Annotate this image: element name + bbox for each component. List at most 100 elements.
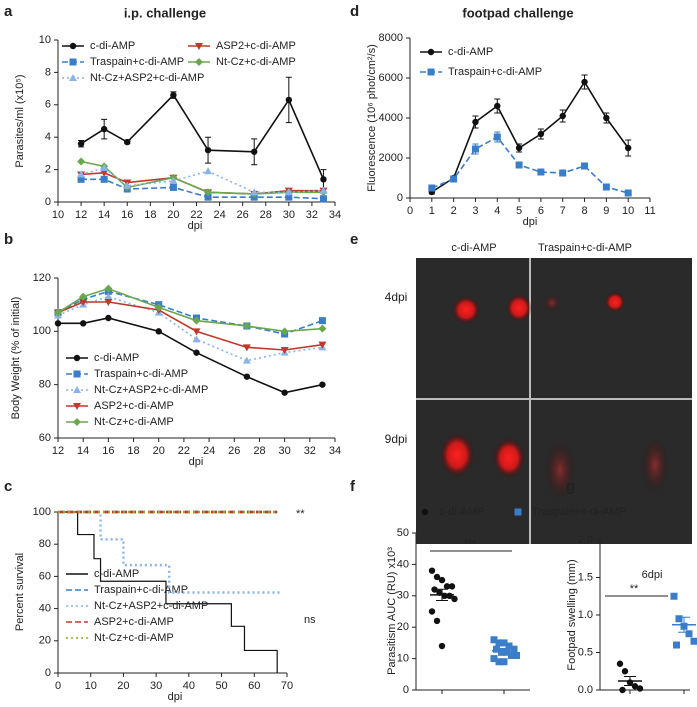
- marker: [495, 658, 503, 666]
- x-tick-label: 40: [183, 680, 195, 692]
- y-tick-label: 2.0: [578, 534, 593, 546]
- legend-marker: [195, 43, 203, 50]
- marker: [510, 645, 518, 653]
- marker: [318, 317, 326, 325]
- subtitle: 6dpi: [642, 569, 663, 581]
- x-tick-label: 30: [283, 209, 295, 221]
- y-tick-label: 4: [45, 131, 51, 143]
- marker: [603, 114, 610, 122]
- marker: [438, 576, 446, 584]
- marker: [204, 167, 213, 175]
- y-axis-label: Fluorescence (10⁶ phot/cm²/s): [366, 44, 378, 192]
- x-tick-label: 24: [203, 445, 215, 457]
- marker: [602, 183, 610, 191]
- sem-bar: [678, 616, 690, 633]
- marker: [243, 373, 251, 380]
- x-axis-label: dpi: [168, 691, 183, 703]
- x-tick-label: 10: [52, 209, 64, 221]
- x-tick-label: 0: [407, 205, 413, 217]
- panel-letter: d: [350, 3, 359, 20]
- marker: [616, 660, 624, 667]
- x-tick-label: 60: [248, 680, 260, 692]
- series-line: [57, 290, 323, 335]
- series-line: [58, 317, 323, 394]
- marker: [559, 112, 566, 120]
- marker: [495, 639, 503, 647]
- x-tick-label: 12: [75, 209, 87, 221]
- marker: [451, 595, 458, 603]
- marker: [675, 615, 683, 623]
- y-tick-label: 6: [45, 99, 51, 111]
- sem-bar: [498, 648, 510, 654]
- series: [77, 76, 327, 190]
- marker: [169, 183, 177, 191]
- marker: [284, 188, 293, 196]
- marker: [100, 169, 109, 177]
- panel-letter: e: [350, 231, 358, 248]
- legend-marker: [69, 74, 77, 81]
- y-tick-label: 120: [33, 272, 51, 284]
- marker: [104, 292, 113, 300]
- x-tick-label: 50: [215, 680, 227, 692]
- marker: [581, 162, 589, 170]
- marker: [204, 193, 212, 201]
- legend-marker: [73, 403, 81, 410]
- marker: [242, 322, 251, 330]
- x-tick-label: 20: [167, 209, 179, 221]
- annotation: ***: [464, 538, 478, 550]
- row-label: 4dpi: [385, 290, 408, 304]
- legend-marker: [73, 386, 81, 393]
- marker: [443, 583, 451, 590]
- legend-label: Nt-Cz+c-di-AMP: [216, 56, 296, 68]
- marker: [490, 636, 498, 644]
- x-tick-label: 28: [260, 209, 272, 221]
- marker: [251, 148, 258, 155]
- panel-letter: g: [566, 478, 575, 495]
- x-tick-label: 1: [429, 205, 435, 217]
- x-tick-label: 30: [279, 445, 291, 457]
- marker: [204, 188, 213, 197]
- x-axis-label: dpi: [189, 456, 204, 468]
- panel-letter: a: [4, 3, 13, 20]
- legend-marker: [69, 42, 77, 50]
- x-tick-label: 2: [451, 205, 457, 217]
- panel: e c-di-AMP Traspain+c-di-AMP 4dpi 9dpi: [350, 231, 632, 446]
- marker: [54, 320, 62, 327]
- marker: [515, 144, 523, 152]
- legend-label: c-di-AMP: [448, 46, 493, 58]
- panel-letter: b: [4, 231, 13, 248]
- y-tick-label: 0: [397, 192, 403, 204]
- marker: [54, 308, 62, 317]
- legend-marker: [427, 68, 435, 76]
- marker: [242, 344, 251, 352]
- legend-label: Nt-Cz+c-di-AMP: [94, 416, 174, 428]
- marker: [280, 327, 289, 336]
- marker: [690, 637, 697, 645]
- x-tick-label: 10: [85, 680, 97, 692]
- x-tick-label: 18: [144, 209, 156, 221]
- legend-marker: [514, 508, 522, 516]
- marker: [285, 96, 293, 104]
- panel-letter: c: [4, 478, 12, 495]
- y-tick-label: 6000: [379, 72, 403, 84]
- y-tick-label: 10: [39, 34, 51, 46]
- legend-marker: [421, 508, 429, 516]
- y-tick-label: 80: [39, 379, 51, 391]
- panel: g 0.0 0.5 1.0 1.5 2.0 Footpad swelling (mm) **6…: [566, 478, 697, 696]
- y-tick-label: 40: [397, 558, 409, 570]
- y-tick-label: 8: [45, 66, 51, 78]
- y-tick-label: 0.0: [578, 684, 593, 696]
- x-tick-label: 14: [98, 209, 110, 221]
- x-tick-label: 30: [150, 680, 162, 692]
- series-line: [57, 301, 323, 351]
- column-label: Traspain+c-di-AMP: [538, 242, 632, 254]
- signal-spot: [543, 294, 561, 312]
- marker: [428, 608, 436, 615]
- marker: [319, 195, 327, 203]
- annotation: **: [630, 583, 639, 595]
- marker: [77, 175, 85, 183]
- marker: [494, 102, 501, 110]
- marker: [100, 125, 108, 133]
- x-tick-label: 14: [77, 445, 89, 457]
